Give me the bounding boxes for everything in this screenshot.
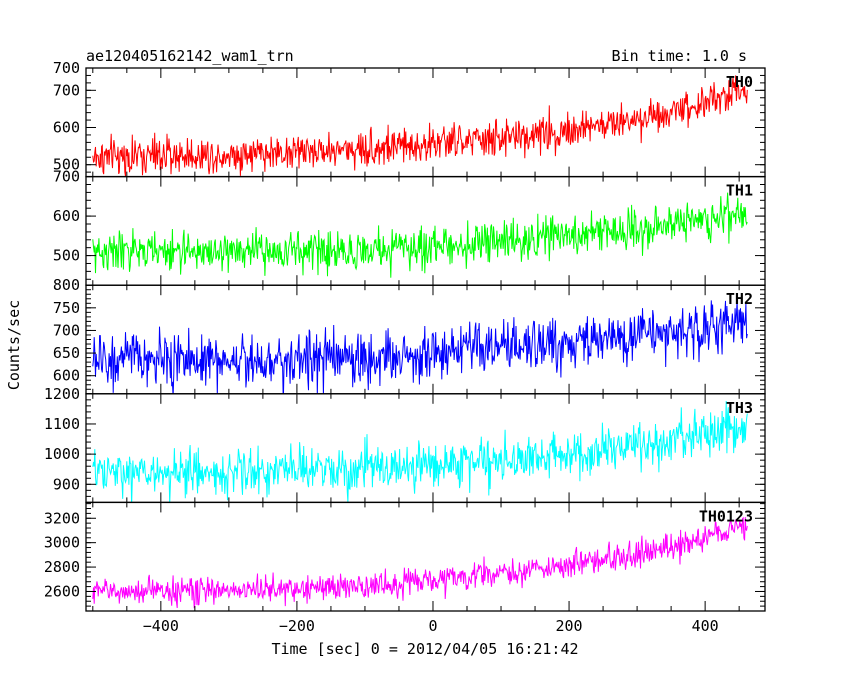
- series-line-th3: [92, 400, 748, 503]
- panel-th1: 500 600 700 TH1: [53, 168, 766, 286]
- panel-th0123: 2600 2800 3000 3200 TH0123: [44, 501, 766, 612]
- chart-title: ae120405162142_wam1_trn: [86, 47, 294, 65]
- y-top-label: 1200: [44, 385, 80, 403]
- x-tick-label: 400: [692, 617, 719, 635]
- y-tick-label: 600: [53, 119, 80, 137]
- y-tick-label: 900: [53, 475, 80, 493]
- y-tick-label: 3000: [44, 534, 80, 552]
- y-tick-label: 500: [53, 156, 80, 174]
- y-tick-label: 1000: [44, 445, 80, 463]
- bin-time-label: Bin time: 1.0 s: [612, 47, 747, 65]
- panel-label-th3: TH3: [726, 399, 753, 417]
- x-axis-label: Time [sec] 0 = 2012/04/05 16:21:42: [271, 640, 578, 658]
- panel-label-th0123: TH0123: [699, 507, 753, 525]
- y-top-label: 800: [53, 276, 80, 294]
- y-tick-label: 2800: [44, 558, 80, 576]
- y-tick-label: 3200: [44, 509, 80, 527]
- y-tick-label: 600: [53, 367, 80, 385]
- panel-frame-th0123: [85, 501, 766, 612]
- y-tick-label: 600: [53, 207, 80, 225]
- panel-frame-th3: [85, 393, 766, 504]
- y-tick-label: 500: [53, 247, 80, 265]
- x-tick-label: 0: [428, 617, 437, 635]
- y-top-label: 700: [53, 59, 80, 77]
- series-line-th2: [92, 299, 748, 394]
- panel-th2: 600 650 700 750 800 TH2: [53, 276, 766, 395]
- panel-label-th0: TH0: [726, 73, 753, 91]
- y-tick-label: 700: [53, 321, 80, 339]
- y-tick-label: 1100: [44, 415, 80, 433]
- x-tick-label: −400: [143, 617, 179, 635]
- panel-th0: 500 600 700 700 TH0: [53, 59, 766, 178]
- series-line-th0123: [92, 516, 748, 609]
- x-tick-label: −200: [279, 617, 315, 635]
- series-line-th1: [92, 192, 748, 278]
- panel-label-th2: TH2: [726, 290, 753, 308]
- y-tick-label: 2600: [44, 582, 80, 600]
- y-tick-label: 700: [53, 81, 80, 99]
- panel-th3: 900 1000 1100 1200 TH3: [44, 385, 766, 504]
- y-tick-label: 750: [53, 299, 80, 317]
- y-top-label: 700: [53, 168, 80, 186]
- x-tick-label: 200: [556, 617, 583, 635]
- series-line-th0: [92, 75, 748, 177]
- y-axis-label: Counts/sec: [5, 300, 23, 390]
- panel-label-th1: TH1: [726, 182, 753, 200]
- y-tick-label: 650: [53, 344, 80, 362]
- panels-group: 500 600 700 700 TH0 500 600 700 TH1 600 650 700 750 8…: [44, 59, 766, 635]
